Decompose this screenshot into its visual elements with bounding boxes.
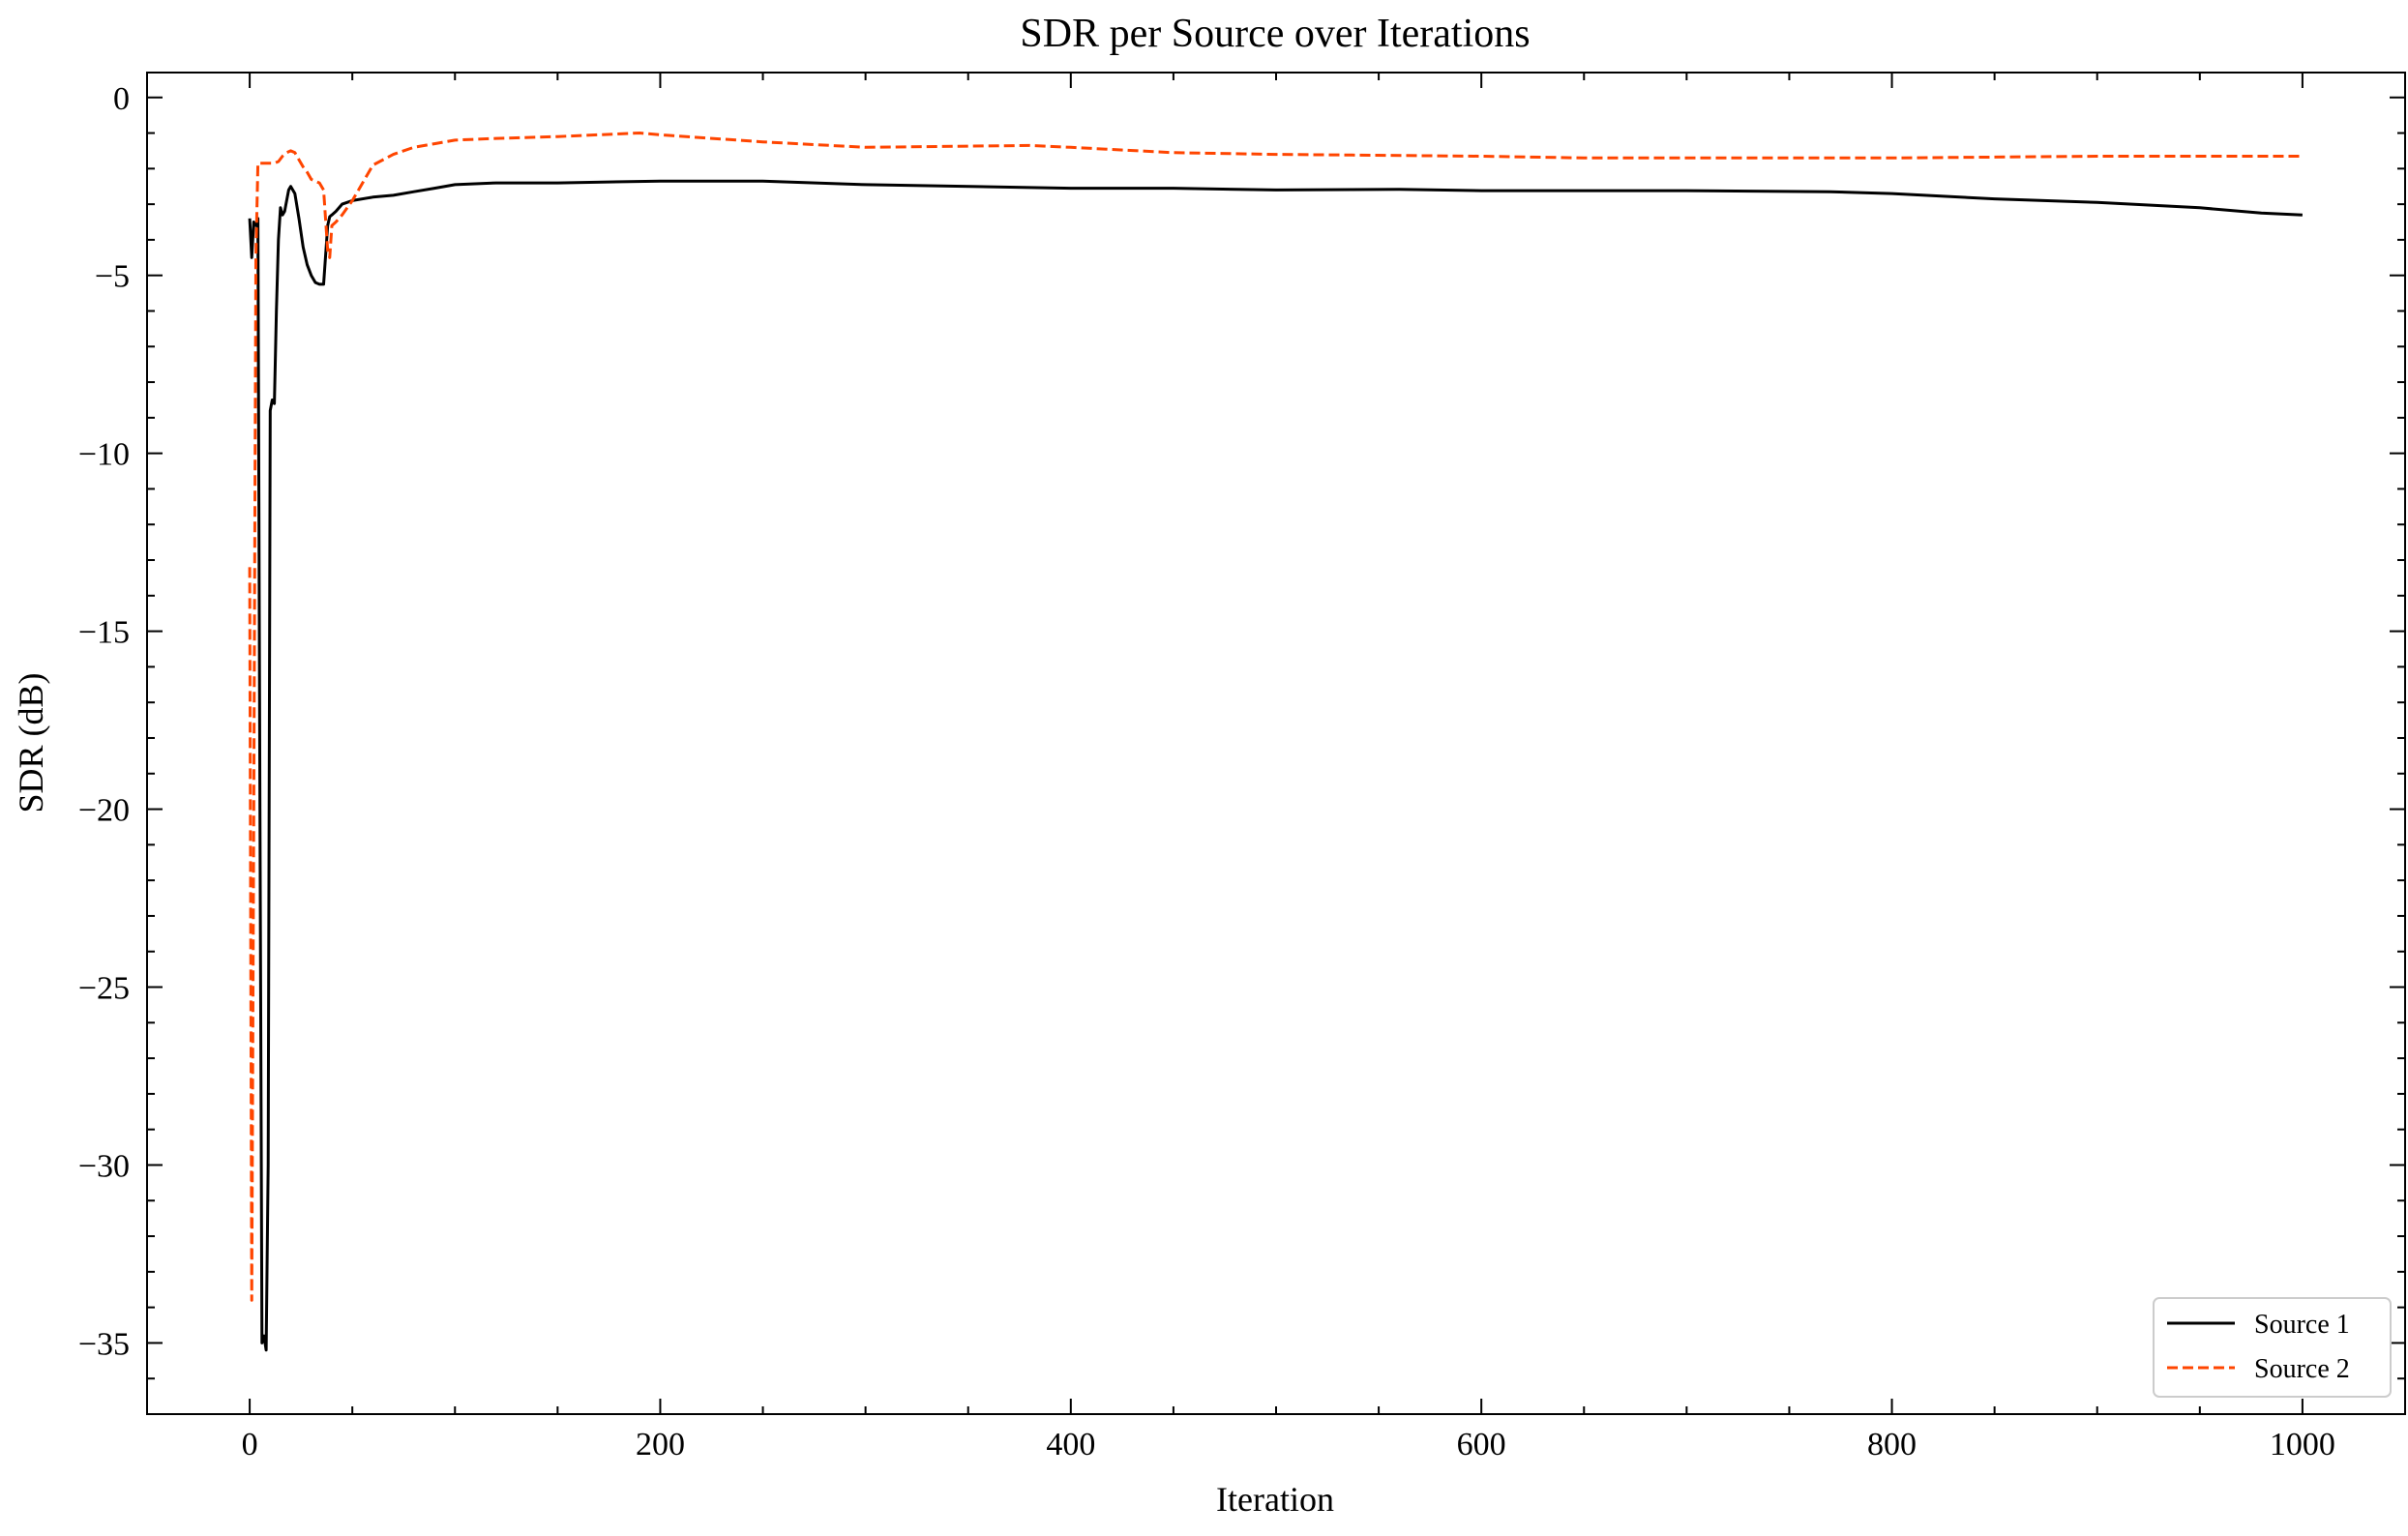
y-tick-label: −10 xyxy=(78,437,130,473)
x-axis-label: Iteration xyxy=(1216,1480,1334,1519)
y-tick-label: −30 xyxy=(78,1148,130,1184)
x-tick-label: 1000 xyxy=(2270,1427,2335,1462)
legend-label-source-2: Source 2 xyxy=(2254,1354,2350,1384)
legend: Source 1 Source 2 xyxy=(2153,1297,2392,1398)
series-line-source-1 xyxy=(248,179,2303,1352)
plot-frame xyxy=(146,72,2406,1415)
series-line-source-2 xyxy=(248,132,2303,1302)
y-tick-label: −20 xyxy=(78,793,130,829)
plot-area xyxy=(248,132,2303,1352)
y-tick-label: −15 xyxy=(78,615,130,651)
y-tick-label: −25 xyxy=(78,971,130,1007)
x-tick-label: 200 xyxy=(636,1427,685,1462)
x-tick-label: 400 xyxy=(1046,1427,1095,1462)
x-tick-label: 800 xyxy=(1867,1427,1917,1462)
chart-title: SDR per Source over Iterations xyxy=(1020,12,1530,56)
y-tick-label: 0 xyxy=(113,81,130,117)
legend-label-source-1: Source 1 xyxy=(2254,1310,2350,1340)
y-tick-label: −5 xyxy=(95,259,130,295)
x-tick-label: 0 xyxy=(242,1427,258,1462)
y-tick-label: −35 xyxy=(78,1326,130,1362)
x-tick-label: 600 xyxy=(1457,1427,1506,1462)
y-axis-label: SDR (dB) xyxy=(12,672,50,812)
axis-ticks: 0 200 400 600 800 1000 0 −5 −10 −15 −20 −25 −30 −35 xyxy=(78,73,2406,1462)
